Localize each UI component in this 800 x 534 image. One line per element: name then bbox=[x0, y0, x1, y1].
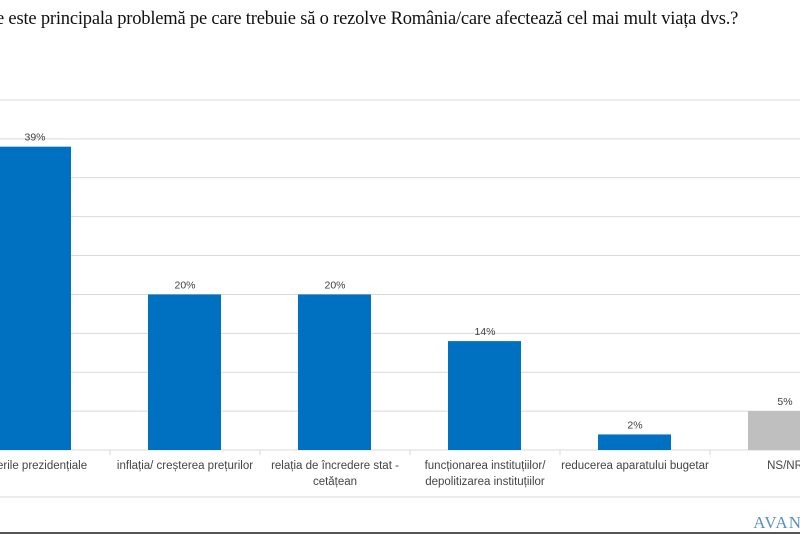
bar bbox=[298, 294, 371, 450]
bar bbox=[0, 146, 71, 450]
data-label: 2% bbox=[627, 419, 642, 431]
category-label: inflația/ creșterea prețurilor bbox=[116, 460, 254, 472]
data-label: 20% bbox=[174, 279, 195, 291]
category-label: reducerea aparatului bugetar bbox=[561, 460, 709, 472]
category-label: erile prezidențiale bbox=[0, 460, 88, 472]
data-label: 5% bbox=[777, 396, 792, 408]
data-label: 20% bbox=[324, 279, 345, 291]
data-label: 14% bbox=[474, 326, 495, 338]
bar bbox=[748, 411, 800, 450]
category-label: funcționarea instituțiilor/ depolitizare… bbox=[424, 460, 546, 488]
bar bbox=[148, 294, 221, 450]
bottom-rule bbox=[0, 532, 800, 534]
category-label: NS/NR bbox=[767, 460, 800, 472]
bar bbox=[598, 434, 671, 450]
category-label: relația de încredere stat - cetățean bbox=[271, 460, 399, 488]
bar bbox=[448, 341, 521, 450]
data-label: 39% bbox=[24, 132, 45, 144]
chart-title: e este principala problemă pe care trebu… bbox=[0, 9, 739, 29]
logo: AVAN bbox=[753, 513, 800, 532]
